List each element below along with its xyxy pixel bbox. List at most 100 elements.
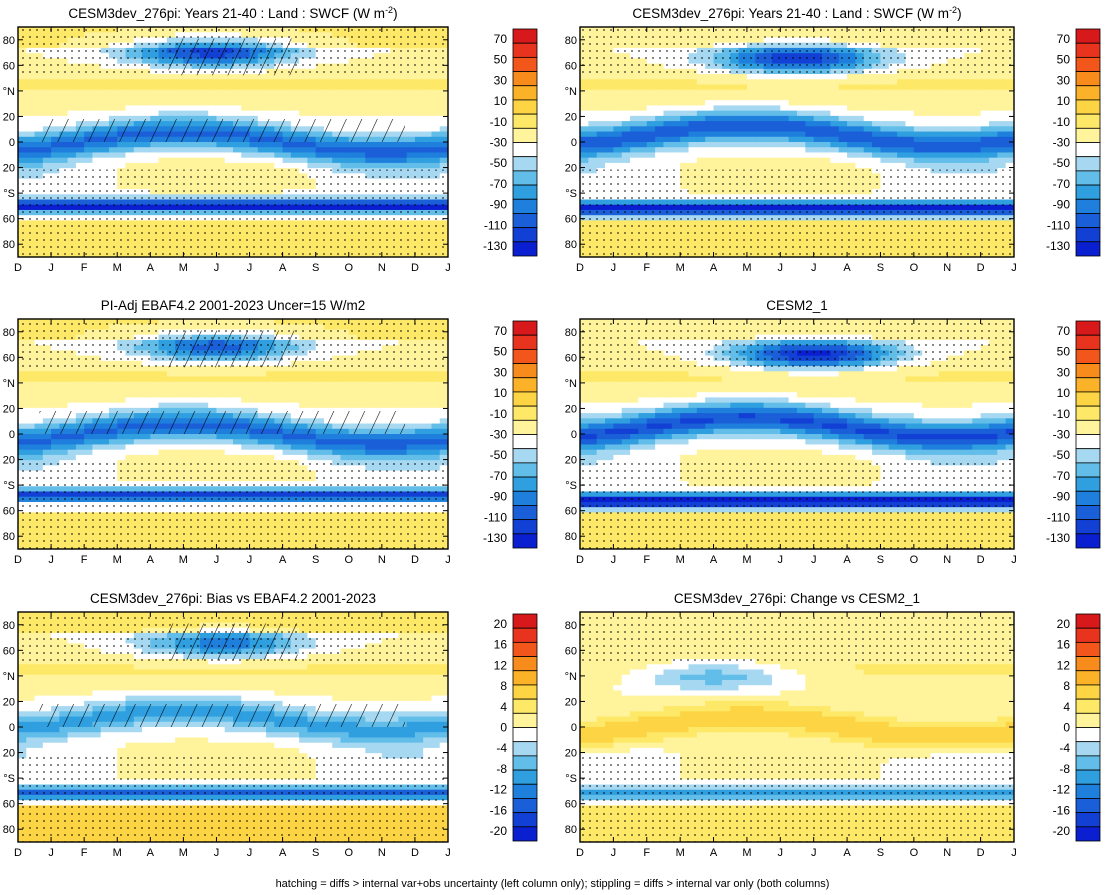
heatmap-cell: [755, 115, 765, 122]
heatmap-cell: [880, 131, 890, 138]
heatmap-cell: [980, 105, 990, 112]
heatmap-cell: [34, 131, 44, 138]
x-tick-label: A: [147, 262, 155, 274]
heatmap-cell: [621, 84, 631, 91]
heatmap-cell: [930, 115, 940, 122]
heatmap-cell: [133, 89, 143, 96]
heatmap-cell: [763, 100, 773, 107]
heatmap-cell: [390, 94, 399, 101]
heatmap-cell: [913, 100, 923, 107]
heatmap-cell: [997, 147, 1007, 154]
heatmap-cell: [34, 94, 44, 101]
heatmap-cell: [688, 89, 698, 96]
heatmap-cell: [788, 89, 798, 96]
heatmap-cell: [332, 157, 342, 164]
heatmap-cell: [423, 121, 433, 127]
heatmap-cell: [730, 147, 740, 154]
heatmap-cell: [963, 121, 973, 127]
heatmap-cell: [365, 115, 375, 122]
heatmap-cell: [763, 84, 773, 91]
heatmap-cell: [897, 94, 907, 101]
heatmap-cell: [913, 136, 923, 143]
heatmap-cell: [406, 152, 416, 159]
colorbar-swatch: [1075, 99, 1101, 115]
heatmap-cell: [340, 100, 350, 107]
heatmap-cell: [381, 157, 391, 164]
heatmap-cell: [988, 152, 998, 159]
heatmap-cell: [133, 147, 143, 154]
colorbar-swatch: [512, 227, 538, 243]
heatmap-cell: [855, 131, 865, 138]
colorbar-label: -70: [490, 177, 508, 191]
heatmap-cell: [290, 89, 300, 96]
heatmap-cell: [922, 162, 932, 169]
heatmap-cell: [972, 152, 982, 159]
heatmap-cell: [431, 115, 441, 122]
heatmap-cell: [406, 79, 416, 86]
heatmap-cell: [596, 157, 606, 164]
heatmap-cell: [621, 142, 631, 148]
colorbar-swatch: [512, 42, 538, 58]
heatmap-cell: [75, 147, 85, 154]
heatmap-cell: [721, 142, 731, 148]
colorbar-swatch: [512, 71, 538, 87]
heatmap-cell: [880, 152, 890, 159]
heatmap-cell: [340, 162, 350, 169]
heatmap-cell: [357, 147, 366, 154]
heatmap-cell: [183, 115, 193, 122]
colorbar-swatch: [512, 127, 538, 143]
heatmap-cell: [266, 147, 275, 154]
heatmap-cell: [241, 157, 251, 164]
heatmap-cell: [357, 84, 366, 91]
heatmap-cell: [847, 100, 857, 107]
heatmap-cell: [822, 142, 831, 148]
heatmap-cell: [813, 121, 823, 127]
heatmap-cell: [930, 157, 940, 164]
heatmap-cell: [621, 105, 631, 112]
heatmap-cell: [241, 142, 251, 148]
heatmap-cell: [125, 110, 135, 117]
heatmap-cell: [18, 136, 27, 143]
heatmap-cell: [972, 100, 982, 107]
heatmap-cell: [646, 121, 656, 127]
heatmap-cell: [340, 84, 350, 91]
heatmap-cell: [323, 152, 333, 159]
heatmap-cell: [838, 131, 848, 138]
heatmap-cell: [51, 386, 60, 393]
heatmap-cell: [34, 152, 44, 159]
heatmap-cell: [406, 115, 416, 122]
heatmap-cell: [233, 100, 242, 107]
colorbar-swatch: [512, 198, 538, 214]
heatmap-cell: [26, 439, 36, 446]
y-tick-label: °N: [3, 86, 15, 98]
heatmap-cell: [125, 84, 135, 91]
heatmap-cell: [721, 157, 731, 164]
colorbar-label: -110: [484, 218, 507, 232]
heatmap-cell: [75, 100, 85, 107]
heatmap-cell: [713, 136, 723, 143]
heatmap-cell: [680, 152, 690, 159]
heatmap-cell: [26, 100, 36, 107]
heatmap-cell: [721, 126, 731, 133]
heatmap-cell: [771, 105, 781, 112]
heatmap-cell: [663, 152, 673, 159]
heatmap-cell: [696, 84, 706, 91]
heatmap-cell: [838, 89, 848, 96]
heatmap-cell: [755, 136, 765, 143]
heatmap-cell: [191, 79, 201, 86]
heatmap-cell: [84, 79, 94, 86]
heatmap-cell: [241, 162, 251, 169]
heatmap-cell: [822, 157, 831, 164]
heatmap-cell: [439, 152, 448, 159]
heatmap-cell: [788, 147, 798, 154]
heatmap-cell: [315, 142, 325, 148]
heatmap-cell: [323, 162, 333, 169]
heatmap-cell: [84, 115, 94, 122]
heatmap-cell: [381, 152, 391, 159]
heatmap-cell: [142, 162, 151, 169]
heatmap-cell: [34, 147, 44, 154]
heatmap-cell: [705, 115, 715, 122]
colorbar-swatch: [1075, 241, 1101, 257]
heatmap-cell: [646, 126, 656, 133]
heatmap-cell: [257, 147, 267, 154]
